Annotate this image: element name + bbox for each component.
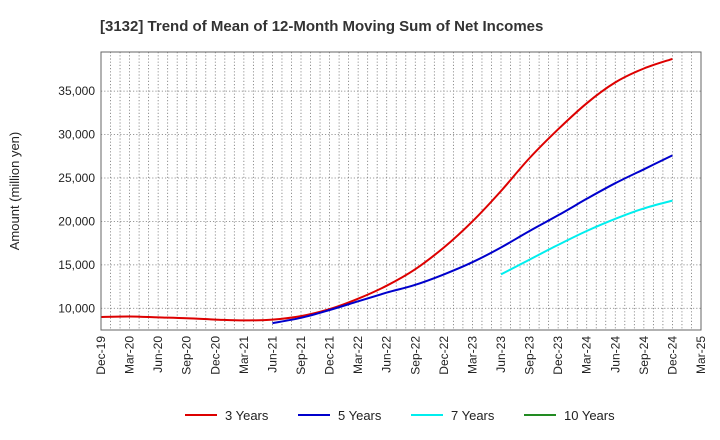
y-tick-label: 35,000 — [58, 84, 95, 98]
series-lines — [100, 57, 673, 325]
y-tick-label: 25,000 — [58, 171, 95, 185]
x-tick-label: Mar-24 — [580, 336, 594, 374]
chart-title: [3132] Trend of Mean of 12-Month Moving … — [100, 18, 543, 35]
x-tick-label: Dec-23 — [551, 336, 565, 375]
y-tick-label: 30,000 — [58, 128, 95, 142]
x-tick-label: Mar-21 — [237, 336, 251, 374]
x-tick-label: Jun-22 — [380, 336, 394, 373]
x-tick-label: Jun-23 — [494, 336, 508, 373]
x-tick-label: Jun-21 — [265, 336, 279, 373]
x-tick-label: Dec-24 — [665, 336, 679, 375]
legend-label-5-years: 5 Years — [338, 408, 382, 423]
x-axis: Dec-19 Mar-20 Jun-20 Sep-20 Dec-20 Mar-21 Jun-… — [94, 336, 708, 375]
x-tick-label: Mar-25 — [694, 336, 708, 374]
legend-label-3-years: 3 Years — [225, 408, 269, 423]
x-tick-label: Dec-20 — [208, 336, 222, 375]
x-tick-label: Jun-20 — [151, 336, 165, 373]
x-tick-label: Sep-22 — [408, 336, 422, 375]
x-tick-label: Mar-23 — [465, 336, 479, 374]
x-tick-label: Dec-21 — [323, 336, 337, 375]
x-tick-label: Mar-20 — [123, 336, 137, 374]
legend: 3 Years 5 Years 7 Years 10 Years — [185, 408, 615, 423]
y-tick-label: 15,000 — [58, 258, 95, 272]
gridlines — [101, 52, 701, 330]
x-tick-label: Sep-23 — [523, 336, 537, 375]
y-tick-label: 20,000 — [58, 214, 95, 228]
series-line-5-years — [272, 154, 673, 325]
x-tick-label: Sep-21 — [294, 336, 308, 375]
legend-label-7-years: 7 Years — [451, 408, 495, 423]
series-line-7-years — [500, 199, 673, 276]
plot-frame — [100, 51, 702, 331]
x-tick-label: Mar-22 — [351, 336, 365, 374]
legend-label-10-years: 10 Years — [564, 408, 615, 423]
x-tick-label: Dec-19 — [94, 336, 108, 375]
y-tick-label: 10,000 — [58, 301, 95, 315]
y-axis-label: Amount (million yen) — [7, 132, 22, 251]
y-axis: 10,000 15,000 20,000 25,000 30,000 35,000 — [58, 84, 95, 315]
x-tick-label: Dec-22 — [437, 336, 451, 375]
x-tick-label: Jun-24 — [608, 336, 622, 373]
x-tick-label: Sep-20 — [180, 336, 194, 375]
series-line-3-years — [100, 57, 673, 322]
x-tick-label: Sep-24 — [637, 336, 651, 375]
